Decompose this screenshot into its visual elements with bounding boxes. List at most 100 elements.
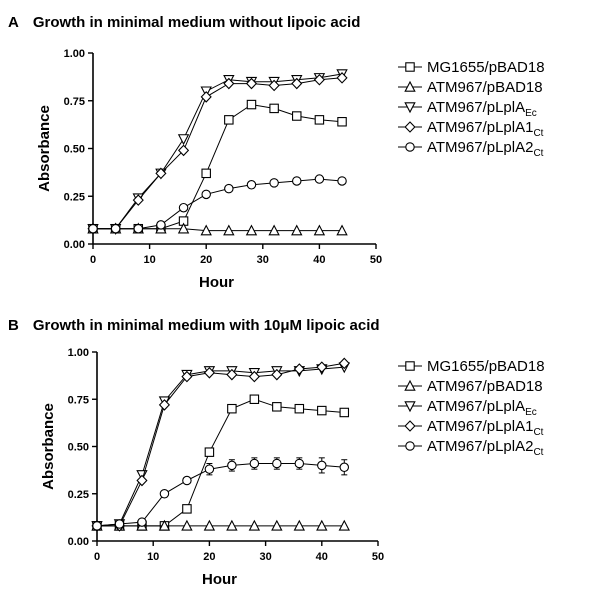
x-tick-label: 0: [90, 254, 96, 266]
data-point: [249, 458, 260, 469]
legend-label-subscript: Ec: [525, 108, 537, 119]
x-tick-label: 30: [257, 254, 269, 266]
legend-item: MG1655/pBAD18: [398, 358, 545, 375]
legend-label: MG1655/pBAD18: [427, 358, 545, 375]
series-2: [91, 519, 350, 531]
data-point: [269, 103, 279, 114]
data-point: [291, 77, 303, 90]
data-point: [177, 222, 190, 234]
data-point: [314, 174, 325, 184]
data-point: [159, 488, 170, 499]
panel-title-text: Growth in minimal medium with 10μM lipoi…: [33, 317, 380, 334]
legend-marker: [404, 80, 416, 92]
series-2: [87, 222, 348, 236]
series-line: [93, 178, 343, 230]
panel-title: B Growth in minimal medium with 10μM lipo…: [8, 317, 380, 334]
x-tick-label: 40: [316, 551, 328, 563]
series-line: [97, 398, 345, 527]
data-point: [338, 519, 350, 531]
series-line: [93, 73, 343, 230]
data-point: [316, 361, 328, 373]
data-point: [223, 77, 235, 90]
y-axis-label: Absorbance: [40, 403, 57, 490]
legend-item: ATM967/pBAD18: [398, 378, 543, 395]
data-point: [248, 370, 260, 383]
panel-title-text: Growth in minimal medium without lipoic …: [33, 14, 361, 31]
legend-item: MG1655/pBAD18: [398, 59, 545, 76]
x-axis-label: Hour: [202, 571, 237, 588]
legend: MG1655/pBAD18 ATM967/pBAD18 ATM967/pLplAEc…: [398, 358, 545, 458]
y-tick-label: 1.00: [64, 48, 85, 60]
series-1: [92, 394, 350, 531]
legend-label: ATM967/pLplA2Ct: [427, 139, 544, 159]
legend-label: ATM967/pBAD18: [427, 79, 543, 96]
data-point: [292, 176, 302, 186]
data-point: [182, 504, 192, 514]
y-axis-label: Absorbance: [36, 105, 53, 192]
data-point: [203, 366, 215, 379]
legend-label-main: ATM967/pBAD18: [427, 378, 543, 395]
x-tick-label: 30: [259, 551, 271, 563]
legend-label: ATM967/pBAD18: [427, 378, 543, 395]
data-point: [177, 134, 190, 146]
data-point: [271, 368, 283, 381]
legend-marker: [404, 102, 416, 114]
legend-label: ATM967/pLplA1Ct: [427, 418, 544, 438]
data-point: [291, 224, 303, 236]
data-point: [158, 519, 171, 531]
data-point: [272, 458, 282, 469]
series-line: [93, 77, 343, 230]
y-tick-label: 0.00: [68, 536, 89, 548]
data-point: [272, 402, 282, 412]
data-point: [245, 77, 258, 90]
y-tick-label: 0.50: [64, 144, 85, 156]
legend-label: ATM967/pLplAEc: [427, 398, 537, 418]
legend-label: MG1655/pBAD18: [427, 59, 545, 76]
data-point: [203, 519, 216, 531]
data-point: [200, 224, 212, 236]
series-line: [96, 463, 345, 527]
data-point: [337, 117, 347, 127]
y-tick-label: 0.25: [68, 489, 89, 501]
y-tick-label: 1.00: [68, 347, 89, 359]
legend-item: ATM967/pLplAEc: [398, 99, 537, 119]
legend-label: ATM967/pLplA1Ct: [427, 119, 544, 139]
data-point: [245, 224, 258, 236]
data-point: [226, 519, 238, 531]
series-3: [87, 69, 348, 235]
data-point: [337, 176, 347, 186]
legend-item: ATM967/pLplA2Ct: [398, 438, 544, 458]
legend-marker: [405, 361, 415, 371]
data-point: [201, 189, 211, 200]
data-point: [317, 460, 327, 471]
data-point: [339, 462, 350, 473]
data-point: [224, 115, 234, 125]
data-point: [338, 357, 350, 370]
data-point: [227, 460, 237, 471]
y-tick-label: 0.50: [68, 442, 89, 454]
legend-label-main: MG1655/pBAD18: [427, 358, 545, 375]
data-point: [201, 168, 211, 179]
data-point: [246, 99, 257, 110]
legend-item: ATM967/pBAD18: [398, 79, 543, 96]
data-point: [269, 178, 279, 188]
y-tick-label: 0.25: [64, 191, 85, 203]
panel-title: A Growth in minimal medium without lipoic…: [8, 14, 360, 31]
legend-marker: [405, 62, 415, 72]
data-point: [178, 202, 189, 213]
data-point: [336, 72, 348, 84]
x-tick-label: 40: [313, 254, 325, 266]
data-point: [268, 224, 280, 236]
legend-label-subscript: Ct: [533, 447, 543, 458]
data-point: [314, 115, 325, 125]
legend-item: ATM967/pLplA2Ct: [398, 139, 544, 159]
data-point: [313, 73, 325, 86]
panel-letter: A: [8, 14, 19, 31]
data-point: [88, 223, 98, 234]
legend-marker: [404, 401, 416, 413]
data-point: [92, 521, 102, 531]
legend-marker: [404, 379, 416, 391]
data-point: [155, 167, 167, 180]
data-point: [110, 223, 121, 234]
x-tick-label: 10: [143, 254, 155, 266]
